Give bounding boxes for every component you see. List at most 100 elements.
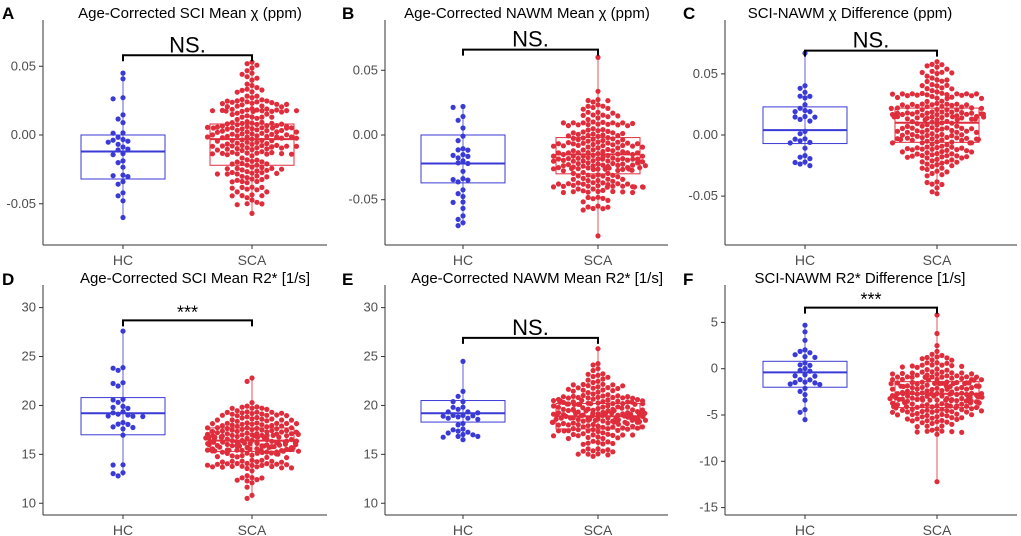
data-point [620, 149, 626, 155]
data-point [244, 169, 250, 175]
data-point [944, 169, 950, 175]
data-point [924, 354, 930, 361]
data-point [110, 130, 116, 136]
data-point [939, 401, 945, 407]
data-point [269, 165, 275, 171]
data-point [274, 101, 280, 107]
data-point [949, 157, 955, 163]
data-point [264, 146, 270, 152]
data-point [640, 184, 646, 190]
data-point [625, 150, 631, 156]
data-point [595, 400, 601, 406]
data-point [934, 122, 940, 128]
data-point [904, 116, 911, 122]
data-point [595, 177, 601, 184]
data-point [276, 434, 282, 440]
data-point [929, 125, 935, 131]
data-point [219, 412, 225, 418]
data-point [249, 131, 255, 137]
data-point [229, 438, 235, 444]
series-hc [80, 70, 166, 221]
data-point [590, 131, 596, 137]
data-point [959, 115, 965, 121]
data-point [465, 177, 471, 183]
data-point [224, 420, 230, 426]
data-point [565, 386, 572, 392]
data-point [625, 394, 631, 400]
data-point [802, 95, 808, 101]
data-point [909, 111, 915, 117]
data-point [919, 123, 925, 129]
data-point [254, 425, 260, 431]
data-point [959, 110, 965, 116]
data-point [219, 423, 225, 429]
data-point [635, 419, 641, 425]
data-point [239, 147, 245, 154]
data-point [284, 427, 290, 434]
data-point [600, 119, 606, 125]
data-point [620, 383, 626, 389]
data-point [120, 144, 126, 150]
data-point [234, 428, 240, 434]
data-point [120, 214, 126, 221]
data-point [939, 98, 945, 104]
data-point [284, 132, 290, 138]
significance-label: *** [177, 302, 198, 322]
data-point [615, 427, 621, 433]
data-point [583, 408, 589, 414]
data-point [244, 195, 250, 201]
data-point [962, 380, 968, 387]
data-point [812, 354, 818, 360]
data-point [605, 452, 611, 458]
data-point [234, 477, 240, 483]
data-point [939, 78, 945, 84]
data-point [914, 381, 920, 387]
data-point [565, 395, 572, 401]
data-point [570, 120, 576, 126]
data-point [934, 156, 940, 162]
data-point [120, 328, 126, 334]
data-point [949, 114, 956, 120]
data-point [460, 213, 466, 219]
data-point [229, 131, 235, 137]
data-point [590, 174, 596, 180]
data-point [620, 166, 626, 172]
data-point [244, 403, 250, 409]
data-point [254, 178, 260, 185]
data-point [949, 86, 955, 92]
data-point [570, 182, 576, 188]
data-point [904, 409, 911, 415]
data-point [939, 369, 945, 375]
data-point [204, 124, 211, 130]
significance-bracket [462, 48, 599, 56]
data-point [934, 312, 940, 318]
data-point [888, 381, 894, 387]
data-point [585, 189, 591, 195]
data-point [249, 176, 255, 182]
data-point [964, 386, 970, 392]
data-point [939, 103, 945, 109]
data-point [600, 103, 606, 109]
data-point [600, 112, 606, 118]
data-point [269, 438, 275, 444]
data-point [600, 393, 606, 399]
data-point [264, 167, 270, 173]
data-point [939, 374, 945, 380]
data-point [605, 420, 611, 426]
data-point [924, 179, 930, 186]
x-tick-label: SCA [584, 252, 613, 268]
data-point [269, 120, 275, 126]
series-sca [888, 59, 987, 197]
data-point [919, 379, 925, 385]
data-point [807, 377, 813, 383]
data-point [239, 142, 245, 148]
data-point [595, 346, 601, 352]
data-point [925, 377, 932, 383]
panel-title: Age-Corrected SCI Mean χ (ppm) [78, 5, 302, 22]
y-tick-label: 0.00 [11, 127, 36, 142]
data-point [249, 475, 255, 481]
data-point [963, 398, 969, 404]
data-point [115, 134, 121, 140]
data-point [959, 92, 965, 98]
data-point [575, 155, 581, 161]
